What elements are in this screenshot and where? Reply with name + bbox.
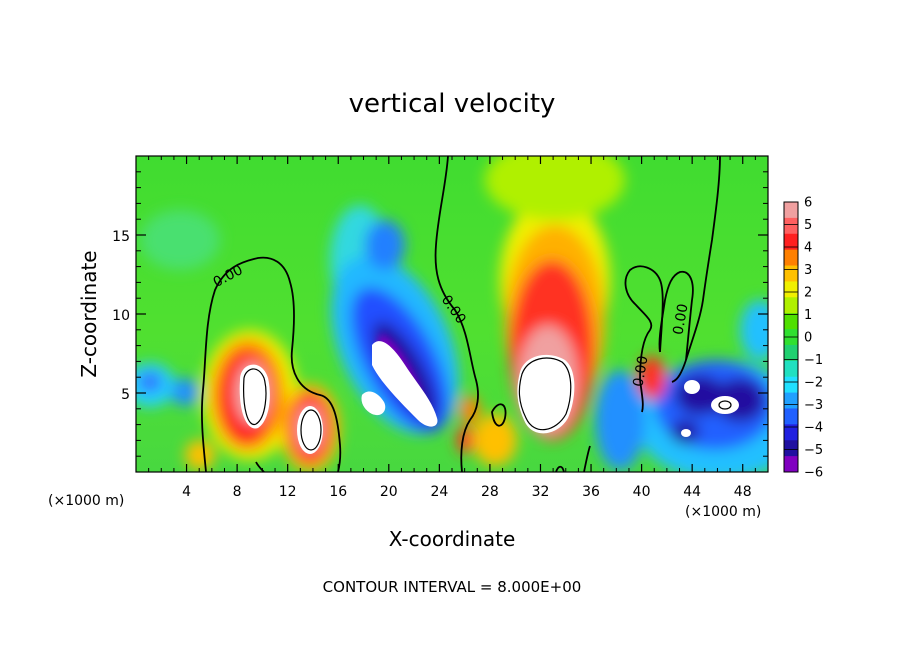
x-unit-right: (×1000 m) — [685, 504, 761, 520]
x-tick-label: 48 — [734, 484, 752, 500]
x-tick-label: 16 — [329, 484, 347, 500]
x-tick-label: 8 — [233, 484, 242, 500]
x-tick-label: 44 — [683, 484, 701, 500]
colorbar-swatch — [784, 456, 798, 473]
contour-label: 0.00 — [630, 355, 651, 388]
colorbar-swatch — [784, 392, 798, 409]
colorbar-tick-label: 5 — [804, 218, 812, 233]
x-tick-label: 4 — [182, 484, 191, 500]
y-axis-title: Z-coordinate — [77, 250, 101, 377]
colorbar-swatch — [784, 344, 798, 362]
x-tick-label: 36 — [582, 484, 600, 500]
colorbar-tick-label: 0 — [804, 331, 812, 346]
colorbar-swatch — [784, 249, 798, 267]
y-tick-label: 5 — [121, 387, 130, 403]
colorbar-tick-label: 6 — [804, 196, 812, 211]
heatmap-field: 0.00 0.00 0.00 0.00 — [136, 156, 768, 472]
colorbar-tick-label: −4 — [804, 421, 823, 436]
colorbar-tick-label: −6 — [804, 466, 823, 481]
colorbar-swatch — [784, 440, 798, 457]
colorbar-swatch — [784, 376, 798, 394]
x-tick-label: 20 — [380, 484, 398, 500]
colorbar-tick-label: 1 — [804, 308, 812, 323]
y-axis: 5 10 15 — [112, 171, 768, 457]
colorbar-tick-label: −3 — [804, 398, 823, 413]
colorbar-swatch — [784, 313, 798, 330]
y-tick-label: 15 — [112, 229, 130, 245]
colorbar-swatch — [784, 360, 798, 378]
x-tick-label: 12 — [279, 484, 297, 500]
colorbar-swatch — [784, 297, 798, 314]
chart-title: vertical velocity — [349, 89, 556, 119]
colorbar-swatch — [784, 265, 798, 282]
contour-label: 0.00 — [670, 303, 691, 336]
x-tick-label: 32 — [532, 484, 550, 500]
colorbar-swatch — [784, 408, 798, 425]
x-tick-label: 24 — [430, 484, 448, 500]
x-unit-left: (×1000 m) — [48, 493, 124, 509]
colorbar-tick-label: 4 — [804, 241, 812, 256]
colorbar: 6 5 4 3 2 1 0 −1 −2 −3 −4 −5 −6 — [783, 196, 823, 481]
colorbar-swatch — [784, 217, 798, 235]
contour-interval-note: CONTOUR INTERVAL = 8.000E+00 — [323, 578, 582, 596]
x-tick-label: 28 — [481, 484, 499, 500]
colorbar-swatch — [784, 233, 798, 251]
colorbar-swatch — [784, 424, 798, 441]
colorbar-tick-label: −2 — [804, 376, 823, 391]
colorbar-swatch — [784, 202, 798, 219]
x-axis: 4 8 12 16 20 24 28 32 36 40 44 48 — [148, 156, 756, 500]
colorbar-tick-label: −5 — [804, 443, 823, 458]
colorbar-tick-label: 2 — [804, 286, 812, 301]
colorbar-tick-label: 3 — [804, 263, 812, 278]
colorbar-swatch — [784, 281, 798, 298]
x-tick-label: 40 — [633, 484, 651, 500]
x-axis-title: X-coordinate — [389, 527, 516, 551]
colorbar-tick-label: −1 — [804, 353, 823, 368]
y-tick-label: 10 — [112, 308, 130, 324]
